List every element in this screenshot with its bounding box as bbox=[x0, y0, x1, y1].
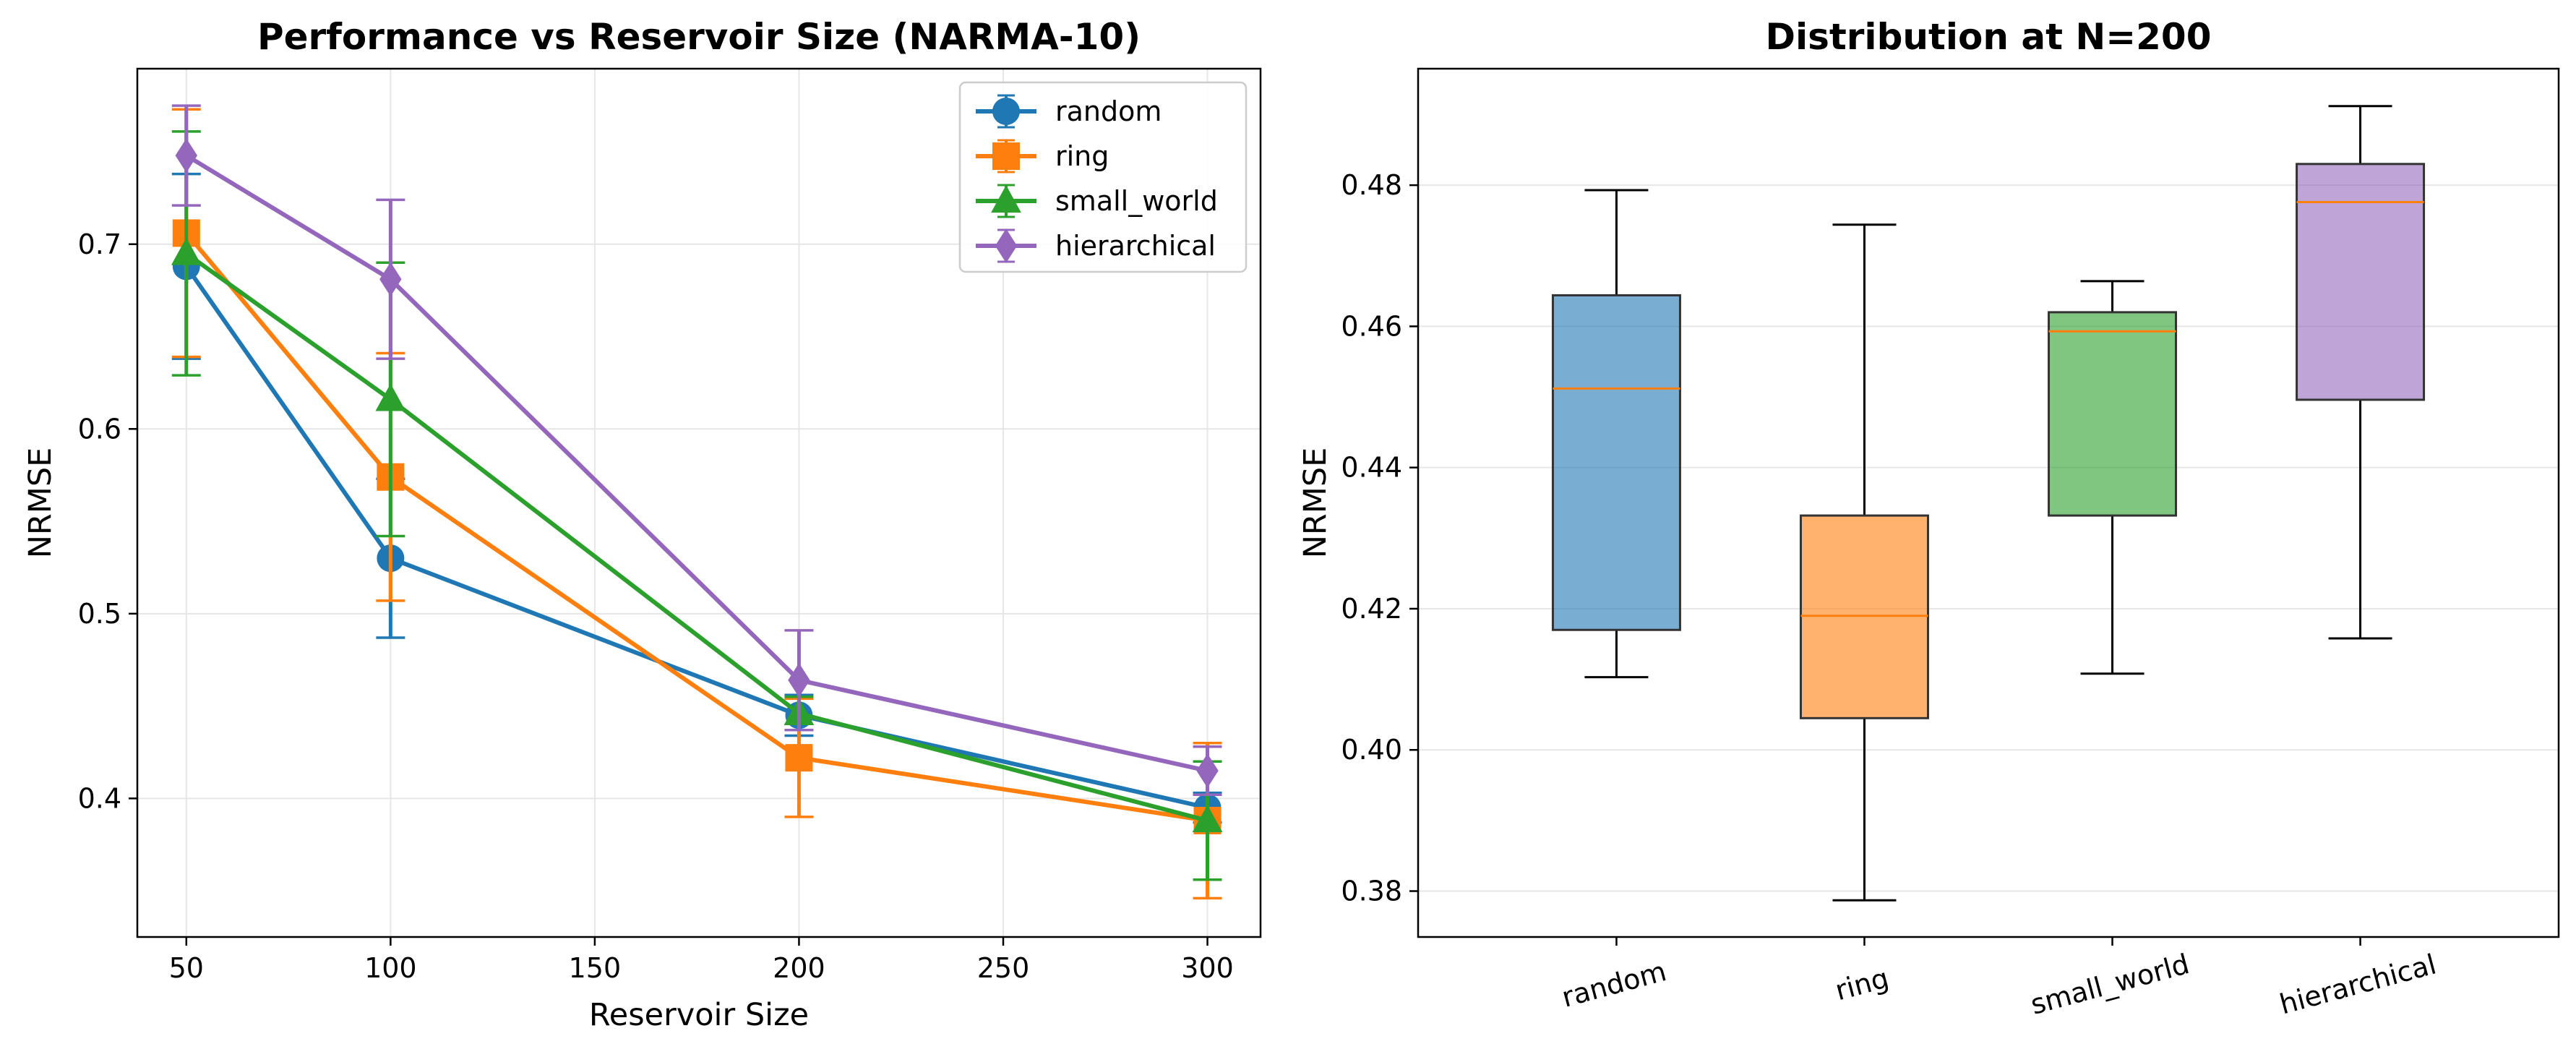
point-small-world bbox=[375, 383, 406, 411]
point-small-world bbox=[171, 237, 202, 265]
legend-label-random: random bbox=[1055, 95, 1162, 127]
point-hierarchical bbox=[788, 663, 810, 698]
legend-item-ring: ring bbox=[976, 139, 1109, 174]
left-y-tick-label: 0.7 bbox=[78, 228, 121, 260]
left-x-tick-label: 200 bbox=[773, 952, 825, 984]
series-small-world bbox=[171, 130, 1223, 881]
left-x-tick-label: 250 bbox=[977, 952, 1030, 984]
legend-marker-small-world bbox=[991, 185, 1021, 213]
legend-item-random: random bbox=[976, 94, 1162, 129]
line-chart-panel: 50 100 150 200 250 300 0.4 0.5 0.6 0.7 Performanc… bbox=[22, 16, 1262, 1033]
box-small-world bbox=[2048, 280, 2178, 675]
right-boxes-group bbox=[1551, 105, 2426, 902]
left-chart-title: Performance vs Reservoir Size (NARMA-10) bbox=[257, 16, 1141, 58]
legend-box bbox=[958, 81, 1248, 273]
box-random bbox=[1551, 189, 1681, 679]
right-y-tick-label: 0.40 bbox=[1341, 734, 1402, 766]
legend: random ring small_world hierarchical bbox=[958, 81, 1248, 273]
left-x-tick-label: 150 bbox=[569, 952, 622, 984]
right-y-tick-label: 0.44 bbox=[1341, 452, 1402, 484]
point-ring bbox=[785, 744, 813, 772]
right-chart-title: Distribution at N=200 bbox=[1765, 16, 2211, 58]
box-body-small-world bbox=[2048, 311, 2178, 517]
left-x-tick-label: 300 bbox=[1181, 952, 1234, 984]
line-hierarchical bbox=[185, 153, 1208, 773]
left-y-tick-label: 0.4 bbox=[78, 782, 121, 814]
box-body-random bbox=[1551, 294, 1681, 631]
legend-marker-ring bbox=[992, 142, 1020, 170]
left-plot-frame bbox=[136, 67, 1262, 938]
point-hierarchical bbox=[175, 138, 198, 173]
legend-marker-hierarchical bbox=[995, 228, 1018, 263]
legend-label-hierarchical: hierarchical bbox=[1055, 230, 1216, 262]
point-small-world bbox=[1192, 805, 1223, 833]
legend-label-small-world: small_world bbox=[1055, 185, 1218, 217]
line-small-world bbox=[185, 252, 1208, 823]
left-y-axis-label: NRMSE bbox=[22, 448, 59, 559]
box-body-hierarchical bbox=[2296, 163, 2426, 401]
legend-label-ring: ring bbox=[1055, 140, 1109, 172]
left-x-tick-label: 50 bbox=[169, 952, 204, 984]
right-y-tick-label: 0.38 bbox=[1341, 876, 1402, 907]
right-plot-frame bbox=[1417, 67, 2560, 938]
line-random bbox=[184, 265, 1208, 810]
right-y-axis-label: NRMSE bbox=[1297, 448, 1334, 559]
legend-marker-random bbox=[992, 98, 1020, 125]
left-x-tick-label: 100 bbox=[364, 952, 417, 984]
left-ticks: 50 100 150 200 250 300 0.4 0.5 0.6 0.7 bbox=[78, 228, 1234, 984]
box-ring bbox=[1799, 223, 1929, 902]
left-series-group bbox=[171, 104, 1223, 900]
series-hierarchical bbox=[171, 104, 1222, 796]
left-x-axis-label: Reservoir Size bbox=[589, 997, 809, 1033]
legend-item-hierarchical: hierarchical bbox=[976, 228, 1216, 263]
legend-item-small-world: small_world bbox=[976, 184, 1218, 218]
line-ring bbox=[184, 231, 1208, 823]
right-y-tick-label: 0.42 bbox=[1341, 593, 1402, 625]
right-y-tick-label: 0.46 bbox=[1341, 310, 1402, 342]
left-y-tick-label: 0.6 bbox=[78, 413, 121, 445]
point-hierarchical bbox=[1196, 753, 1219, 788]
box-hierarchical bbox=[2296, 105, 2426, 640]
right-y-tick-label: 0.48 bbox=[1341, 169, 1402, 201]
left-y-tick-label: 0.5 bbox=[78, 598, 121, 630]
point-hierarchical bbox=[379, 262, 402, 297]
